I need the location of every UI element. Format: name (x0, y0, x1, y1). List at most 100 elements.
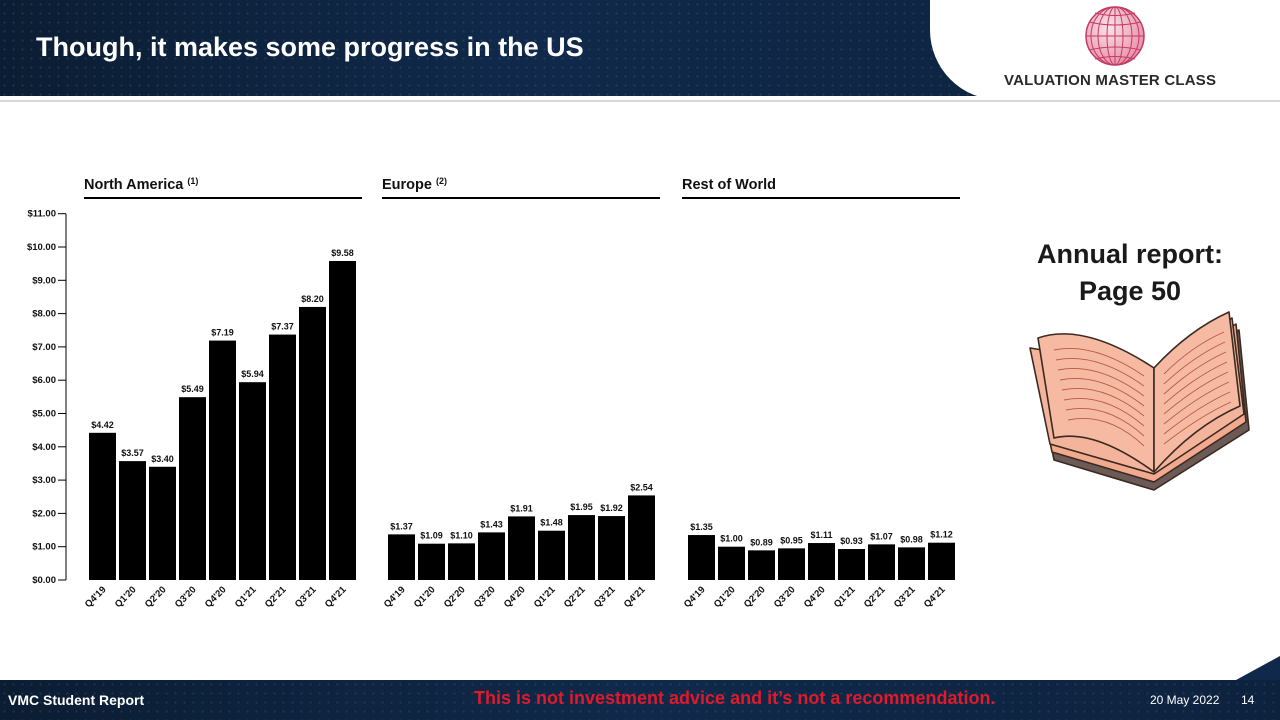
annual-report-page: Page 50 (1078, 276, 1182, 306)
footer-bar: VMC Student Report This is not investmen… (0, 680, 1280, 720)
bar-value-label: $1.95 (570, 502, 593, 512)
bar (688, 535, 715, 580)
bar-value-label: $4.42 (91, 420, 114, 430)
bar (598, 516, 625, 580)
y-tick-label: $6.00 (32, 375, 56, 386)
bar (928, 542, 955, 580)
y-tick-label: $7.00 (32, 342, 56, 353)
bar-value-label: $1.48 (540, 518, 563, 528)
bar-value-label: $1.37 (390, 521, 413, 531)
bar (388, 534, 415, 580)
bar-value-label: $1.12 (930, 530, 953, 540)
y-tick-label: $4.00 (32, 442, 56, 453)
bar-value-label: $1.09 (420, 531, 443, 541)
bar-value-label: $7.37 (271, 322, 294, 332)
bar-value-label: $1.10 (450, 530, 473, 540)
bar-value-label: $1.00 (720, 534, 743, 544)
x-tick-label: Q3'20 (772, 584, 798, 610)
bar-value-label: $0.95 (780, 535, 803, 545)
x-tick-label: Q4'21 (922, 584, 948, 610)
bar (149, 466, 176, 580)
bar (748, 550, 775, 580)
open-book-icon (1029, 311, 1250, 491)
y-tick-label: $10.00 (27, 242, 56, 253)
bar (179, 397, 206, 580)
bar (418, 543, 445, 580)
bar-value-label: $8.20 (301, 294, 324, 304)
bar-value-label: $7.19 (211, 328, 234, 338)
bar-value-label: $1.92 (600, 503, 623, 513)
bar (838, 549, 865, 580)
x-tick-label: Q3'20 (173, 584, 199, 610)
x-tick-label: Q4'20 (802, 584, 828, 610)
header-divider (0, 100, 1280, 102)
bar (508, 516, 535, 580)
bar-value-label: $1.07 (870, 531, 893, 541)
x-tick-label: Q4'19 (382, 584, 408, 610)
x-tick-label: Q4'19 (682, 584, 708, 610)
annual-report-label: Annual report: (1037, 239, 1223, 269)
bar (329, 260, 356, 580)
chart-title: Rest of World (682, 177, 776, 193)
bar (478, 532, 505, 580)
bar-value-label: $1.35 (690, 522, 713, 532)
x-tick-label: Q2'20 (143, 584, 169, 610)
x-tick-label: Q4'21 (323, 584, 349, 610)
bar-value-label: $5.49 (181, 384, 204, 394)
y-tick-label: $3.00 (32, 475, 56, 486)
bar (778, 548, 805, 580)
x-tick-label: Q4'19 (83, 584, 109, 610)
bar (209, 340, 236, 580)
chart-title: Europe (2) (382, 176, 447, 193)
x-tick-label: Q1'21 (532, 584, 558, 610)
bar-value-label: $3.40 (151, 454, 174, 464)
x-tick-label: Q2'21 (562, 584, 588, 610)
bar (898, 547, 925, 580)
x-tick-label: Q1'21 (832, 584, 858, 610)
bar-value-label: $9.58 (331, 248, 354, 258)
y-tick-label: $0.00 (32, 575, 56, 586)
x-tick-label: Q1'20 (712, 584, 738, 610)
y-tick-label: $1.00 (32, 542, 56, 553)
slide-title: Though, it makes some progress in the US (36, 32, 584, 62)
bar-value-label: $0.98 (900, 534, 923, 544)
brand-name: VALUATION MASTER CLASS (1004, 72, 1217, 89)
bar (868, 544, 895, 580)
x-tick-label: Q2'20 (442, 584, 468, 610)
footer-report-name: VMC Student Report (8, 692, 145, 708)
bar-value-label: $2.54 (630, 482, 653, 492)
bar (299, 306, 326, 580)
x-tick-label: Q3'21 (293, 584, 319, 610)
annual-report-note: Annual report: Page 50 (1010, 236, 1250, 310)
y-tick-label: $2.00 (32, 508, 56, 519)
bar (568, 515, 595, 580)
footer-disclaimer: This is not investment advice and it’s n… (474, 688, 996, 708)
bar-value-label: $3.57 (121, 448, 144, 458)
bar (119, 461, 146, 580)
bar (808, 543, 835, 580)
y-tick-label: $9.00 (32, 275, 56, 286)
bar (269, 334, 296, 580)
corner-accent (1236, 656, 1280, 680)
x-tick-label: Q3'21 (592, 584, 618, 610)
x-tick-label: Q2'21 (263, 584, 289, 610)
chart-title: North America (1) (84, 176, 198, 193)
bar (628, 495, 655, 580)
y-tick-label: $5.00 (32, 409, 56, 420)
x-tick-label: Q1'20 (412, 584, 438, 610)
x-tick-label: Q4'21 (622, 584, 648, 610)
x-tick-label: Q3'21 (892, 584, 918, 610)
bar-value-label: $0.89 (750, 537, 773, 547)
bar (89, 432, 116, 580)
bar (718, 546, 745, 580)
bar-value-label: $0.93 (840, 536, 863, 546)
bar (538, 530, 565, 580)
x-tick-label: Q1'21 (233, 584, 259, 610)
bar-value-label: $1.11 (810, 530, 832, 540)
footer-page-number: 14 (1241, 693, 1255, 707)
footer-pattern (0, 680, 1280, 720)
x-tick-label: Q2'20 (742, 584, 768, 610)
x-tick-label: Q4'20 (502, 584, 528, 610)
x-tick-label: Q4'20 (203, 584, 229, 610)
regional-bar-charts: $0.00 $1.00 $2.00 $3.00 $4.00 $5.00 $6.00 $7.00… (27, 176, 960, 610)
